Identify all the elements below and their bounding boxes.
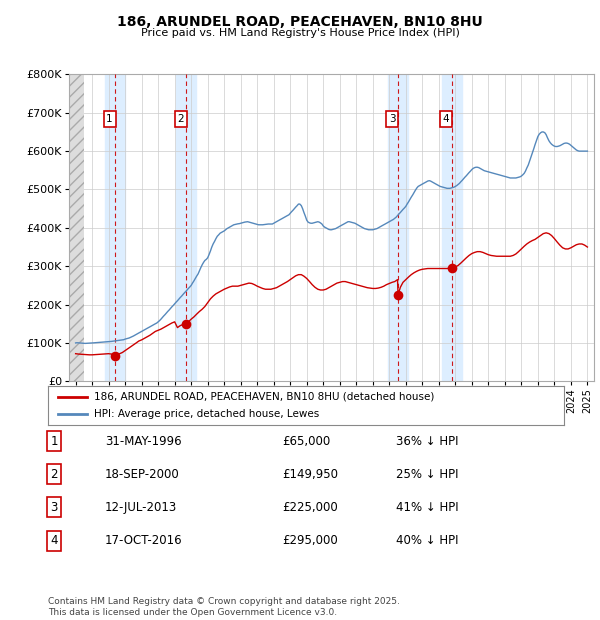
Bar bbox=[69, 74, 84, 381]
Text: £225,000: £225,000 bbox=[282, 501, 338, 513]
Text: £65,000: £65,000 bbox=[282, 435, 330, 448]
Text: 41% ↓ HPI: 41% ↓ HPI bbox=[396, 501, 458, 513]
Text: Price paid vs. HM Land Registry's House Price Index (HPI): Price paid vs. HM Land Registry's House … bbox=[140, 28, 460, 38]
Text: 31-MAY-1996: 31-MAY-1996 bbox=[105, 435, 182, 448]
Text: Contains HM Land Registry data © Crown copyright and database right 2025.
This d: Contains HM Land Registry data © Crown c… bbox=[48, 598, 400, 617]
Text: £149,950: £149,950 bbox=[282, 468, 338, 481]
Text: 4: 4 bbox=[443, 114, 449, 124]
Text: HPI: Average price, detached house, Lewes: HPI: Average price, detached house, Lewe… bbox=[94, 409, 320, 419]
Text: £295,000: £295,000 bbox=[282, 534, 338, 547]
Text: 1: 1 bbox=[50, 435, 58, 448]
Text: 18-SEP-2000: 18-SEP-2000 bbox=[105, 468, 180, 481]
Text: 17-OCT-2016: 17-OCT-2016 bbox=[105, 534, 182, 547]
Bar bbox=[176, 74, 196, 381]
Text: 1: 1 bbox=[106, 114, 113, 124]
Text: 36% ↓ HPI: 36% ↓ HPI bbox=[396, 435, 458, 448]
Text: 186, ARUNDEL ROAD, PEACEHAVEN, BN10 8HU: 186, ARUNDEL ROAD, PEACEHAVEN, BN10 8HU bbox=[117, 16, 483, 30]
Text: 2: 2 bbox=[50, 468, 58, 481]
Text: 40% ↓ HPI: 40% ↓ HPI bbox=[396, 534, 458, 547]
Text: 4: 4 bbox=[50, 534, 58, 547]
Text: 25% ↓ HPI: 25% ↓ HPI bbox=[396, 468, 458, 481]
Text: 2: 2 bbox=[178, 114, 184, 124]
Bar bbox=[388, 74, 408, 381]
Text: 186, ARUNDEL ROAD, PEACEHAVEN, BN10 8HU (detached house): 186, ARUNDEL ROAD, PEACEHAVEN, BN10 8HU … bbox=[94, 392, 435, 402]
Bar bbox=[442, 74, 462, 381]
Bar bbox=[106, 74, 125, 381]
Text: 12-JUL-2013: 12-JUL-2013 bbox=[105, 501, 177, 513]
Text: 3: 3 bbox=[50, 501, 58, 513]
Text: 3: 3 bbox=[389, 114, 395, 124]
